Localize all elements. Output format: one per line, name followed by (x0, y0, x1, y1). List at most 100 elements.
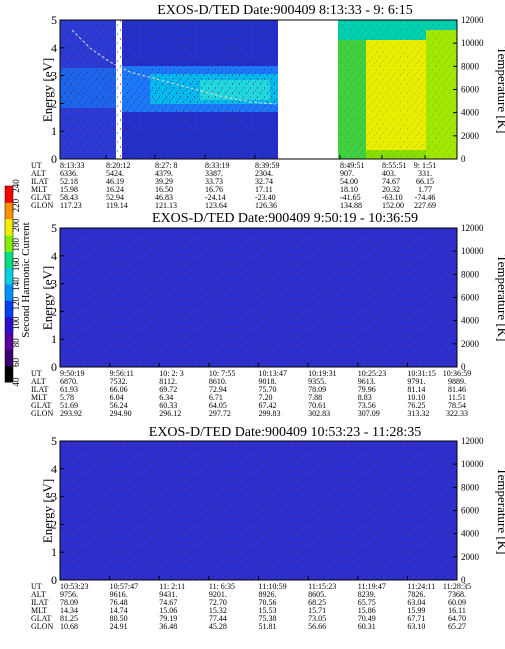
ephemeris-cell: 9756. (60, 590, 78, 599)
temperature-tick-label: 4000 (461, 529, 480, 539)
colorbar-tick-label: 100 (11, 316, 21, 330)
ephemeris-cell: 6336. (60, 169, 78, 178)
temperature-tick-label: 12000 (461, 15, 484, 25)
ephemeris-cell: 63.04 (407, 598, 425, 607)
ephemeris-cell: 9431. (159, 590, 177, 599)
colorbar-frame (4, 185, 14, 383)
colorbar-swatches (4, 185, 14, 383)
ephemeris-cell: 56.66 (308, 622, 326, 631)
colorbar-swatch (5, 186, 13, 203)
ephemeris-cell: 81.25 (60, 614, 78, 623)
ephemeris-cell: 81.14 (407, 385, 425, 394)
ephemeris-cell: 1.77 (418, 185, 432, 194)
ephemeris-cell: -23.40 (255, 193, 276, 202)
ephemeris-cell: 78.09 (308, 385, 326, 394)
energy-tick-label: 0 (51, 573, 57, 587)
ephemeris-cell: 75.38 (259, 614, 277, 623)
ephemeris-cell: 11:15:23 (308, 582, 336, 591)
ephemeris-cell: 70.56 (259, 598, 277, 607)
ephemeris-cell: 65.75 (358, 598, 376, 607)
ephemeris-cell: 10:19:31 (308, 369, 336, 378)
ephemeris-cell: 11: 2:11 (159, 582, 185, 591)
ephemeris-cell: 7.20 (259, 393, 273, 402)
energy-tick-label: 0 (51, 152, 57, 166)
ephemeris-cell: 79.96 (358, 385, 376, 394)
ephemeris-cell: 6.71 (209, 393, 223, 402)
ephemeris-cell: 8.83 (358, 393, 372, 402)
colorbar-tick-label: 220 (11, 198, 21, 212)
ephemeris-cell: 14.74 (110, 606, 128, 615)
ephemeris-cell: 64.05 (209, 401, 227, 410)
ephemeris-cell: 79.19 (159, 614, 177, 623)
ephemeris-cell: 9355. (308, 377, 326, 386)
ephemeris-cell: 7826. (407, 590, 425, 599)
panel-3: EXOS-D/TED Date:900409 10:53:23 - 11:28:… (31, 425, 505, 631)
colorbar-swatch (5, 349, 13, 367)
ephemeris-row-label: MLT (31, 393, 47, 402)
panel-1-ylabel-left: Energy [eV] (40, 58, 55, 122)
ephemeris-cell: 119.14 (106, 201, 128, 210)
ephemeris-cell: 322.33 (446, 409, 468, 418)
temperature-tick-label: 0 (461, 362, 466, 372)
panel-2-title: EXOS-D/TED Date:900409 9:50:19 - 10:36:5… (152, 211, 418, 226)
ephemeris-cell: 8239. (358, 590, 376, 599)
ephemeris-cell: -24.14 (205, 193, 226, 202)
ephemeris-cell: 46.19 (106, 177, 124, 186)
ephemeris-cell: 10:13:47 (259, 369, 287, 378)
ephemeris-cell: 73.05 (308, 614, 326, 623)
ephemeris-cell: 52.18 (60, 177, 78, 186)
temperature-tick-label: 10000 (461, 459, 484, 469)
colorbar-swatch (5, 300, 13, 318)
ephemeris-cell: 152.00 (382, 201, 404, 210)
ephemeris-cell: 15.06 (159, 606, 177, 615)
ephemeris-cell: 9: 1:51 (414, 161, 436, 170)
temperature-tick-label: 2000 (461, 552, 480, 562)
temperature-tick-label: 6000 (461, 85, 480, 95)
ephemeris-cell: 60.09 (448, 598, 466, 607)
ephemeris-cell: 39.29 (155, 177, 173, 186)
colorbar-swatch (5, 333, 13, 350)
energy-tick-label: 5 (51, 13, 57, 27)
colorbar-tick-label: 160 (11, 257, 21, 271)
ephemeris-row-label: ILAT (31, 598, 48, 607)
ephemeris-cell: 9616. (110, 590, 128, 599)
panel-1-title: EXOS-D/TED Date:900409 8:13:33 - 9: 6:15 (157, 3, 412, 18)
ephemeris-row-label: GLAT (31, 193, 52, 202)
ephemeris-cell: 9:50:19 (60, 369, 84, 378)
colorbar-ticks: 40 60 80 100 120 140 160 180 200 220 240 (11, 179, 21, 387)
colorbar-tick-label: 180 (11, 238, 21, 252)
ephemeris-row-label: GLON (31, 201, 53, 210)
ephemeris-row-label: GLON (31, 409, 53, 418)
ephemeris-cell: 294.90 (110, 409, 132, 418)
ephemeris-row-label: ALT (31, 377, 46, 386)
colorbar-tick-label: 240 (11, 179, 21, 193)
ephemeris-cell: 7.88 (308, 393, 322, 402)
ephemeris-row-label: UT (31, 582, 42, 591)
ephemeris-cell: 52.94 (106, 193, 124, 202)
ephemeris-cell: 11:24:11 (407, 582, 435, 591)
ephemeris-row-label: ALT (31, 169, 46, 178)
ephemeris-cell: 11:28:35 (443, 582, 471, 591)
ephemeris-cell: 68.25 (308, 598, 326, 607)
ephemeris-cell: 9:56:11 (110, 369, 134, 378)
colorbar: 40 60 80 100 120 140 160 180 200 220 240 Second Ha… (4, 179, 32, 387)
temperature-tick-label: 2000 (461, 339, 480, 349)
ephemeris-row-label: ALT (31, 590, 46, 599)
ephemeris-row-label: ILAT (31, 385, 48, 394)
colorbar-tick-label: 80 (11, 338, 21, 348)
energy-tick-label: 0 (51, 360, 57, 374)
ephemeris-row-label: GLON (31, 622, 53, 631)
colorbar-tick-label: 40 (11, 377, 21, 387)
ephemeris-row-label: GLAT (31, 614, 52, 623)
ephemeris-cell: 66.06 (110, 385, 128, 394)
ephemeris-cell: 15.99 (407, 606, 425, 615)
ephemeris-cell: 126.36 (255, 201, 277, 210)
temperature-tick-label: 10000 (461, 38, 484, 48)
ephemeris-cell: 4379. (155, 169, 173, 178)
temperature-tick-label: 2000 (461, 131, 480, 141)
ephemeris-cell: 51.81 (259, 622, 277, 631)
temperature-tick-label: 6000 (461, 506, 480, 516)
ephemeris-cell: 66.15 (416, 177, 434, 186)
ephemeris-cell: 907. (340, 169, 354, 178)
ephemeris-cell: 63.10 (407, 622, 425, 631)
